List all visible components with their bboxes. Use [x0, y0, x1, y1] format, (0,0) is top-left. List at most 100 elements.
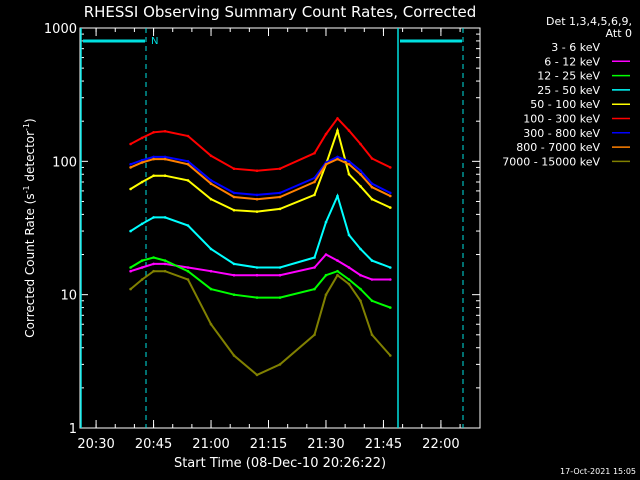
data-point [152, 262, 155, 266]
x-tick-label: 21:45 [365, 437, 402, 452]
data-point [336, 155, 339, 159]
data-point [186, 266, 190, 269]
data-point [129, 229, 132, 233]
data-point [370, 299, 374, 303]
data-point [324, 293, 328, 297]
data-point [129, 269, 132, 273]
data-point [347, 282, 351, 286]
data-point [140, 266, 144, 269]
data-point [152, 266, 155, 269]
series-line-800-7000keV [130, 158, 391, 201]
data-point [186, 134, 190, 138]
data-point [347, 173, 351, 176]
data-point [336, 117, 339, 120]
data-point [232, 247, 236, 251]
data-point [163, 155, 167, 159]
legend-label: 7000 - 15000 keV [502, 155, 600, 168]
data-point [359, 142, 362, 146]
data-point [324, 247, 328, 251]
data-point [152, 269, 155, 273]
y-tick-label: 100 [52, 155, 77, 170]
y-axis-label: Corrected Count Rate (s-1 detector-1) [22, 118, 37, 337]
x-axis-label: Start Time (08-Dec-10 20:26:22) [174, 456, 386, 471]
data-point [389, 306, 392, 309]
data-point [140, 158, 144, 162]
data-point [370, 197, 374, 201]
data-point [389, 166, 392, 169]
data-point [359, 173, 362, 176]
legend-header: Det 1,3,4,5,6,9, [546, 15, 632, 28]
data-point [370, 259, 374, 262]
data-point [336, 273, 339, 277]
data-point [129, 266, 132, 269]
data-point [255, 273, 259, 277]
data-point [129, 142, 132, 146]
data-point [163, 269, 167, 273]
data-point [186, 269, 190, 273]
data-point [232, 293, 236, 297]
data-point [163, 216, 167, 219]
legend-label: 300 - 800 keV [523, 127, 600, 140]
data-point [389, 194, 392, 198]
data-point [370, 287, 374, 291]
data-point [389, 266, 392, 269]
legend-label: 800 - 7000 keV [516, 141, 600, 154]
data-point [278, 363, 282, 366]
y-tick-label: 1 [69, 422, 77, 437]
data-point [209, 179, 213, 182]
data-point [209, 154, 213, 158]
data-point [232, 262, 236, 266]
data-point [313, 287, 316, 291]
data-point [324, 273, 328, 277]
data-point [255, 266, 259, 269]
data-point [129, 287, 132, 291]
night-marker: N [151, 36, 158, 47]
y-tick-label: 1000 [44, 22, 77, 37]
data-point [255, 197, 259, 201]
data-point [313, 176, 316, 180]
chart-title: RHESSI Observing Summary Count Rates, Co… [84, 3, 477, 21]
legend-label: 100 - 300 keV [523, 113, 600, 126]
data-point [370, 185, 374, 189]
legend-label: 6 - 12 keV [544, 55, 600, 68]
timestamp: 17-Oct-2021 15:05 [560, 467, 636, 476]
data-point [163, 262, 167, 266]
data-point [209, 269, 213, 273]
data-point [232, 191, 236, 195]
data-point [359, 299, 362, 303]
data-point [389, 206, 392, 209]
x-tick-label: 20:45 [135, 437, 172, 452]
data-point [152, 216, 155, 219]
data-point [336, 269, 339, 273]
data-point [152, 157, 155, 161]
data-point [209, 182, 213, 185]
data-point [389, 287, 392, 291]
data-point [324, 163, 328, 166]
data-point [347, 233, 351, 237]
data-point [129, 166, 132, 169]
legend-label: 3 - 6 keV [551, 41, 600, 54]
data-point [336, 259, 339, 262]
data-point [389, 278, 392, 281]
series-line-7000-15000keV [129, 270, 392, 377]
data-point [140, 136, 144, 140]
data-point [313, 151, 316, 155]
plot-frame [79, 27, 481, 429]
data-point [370, 157, 374, 160]
data-point [152, 174, 155, 177]
data-point [278, 207, 282, 211]
data-point [278, 273, 282, 277]
data-point [232, 167, 236, 170]
data-point [209, 322, 213, 326]
data-point [359, 287, 362, 291]
legend-header: Att 0 [606, 27, 632, 40]
data-point [336, 253, 339, 256]
data-point [186, 278, 190, 281]
data-point [232, 208, 236, 212]
data-point [336, 129, 339, 132]
data-point [347, 266, 351, 269]
data-point [186, 273, 190, 277]
data-point [152, 155, 155, 159]
x-tick-label: 21:15 [250, 437, 287, 452]
